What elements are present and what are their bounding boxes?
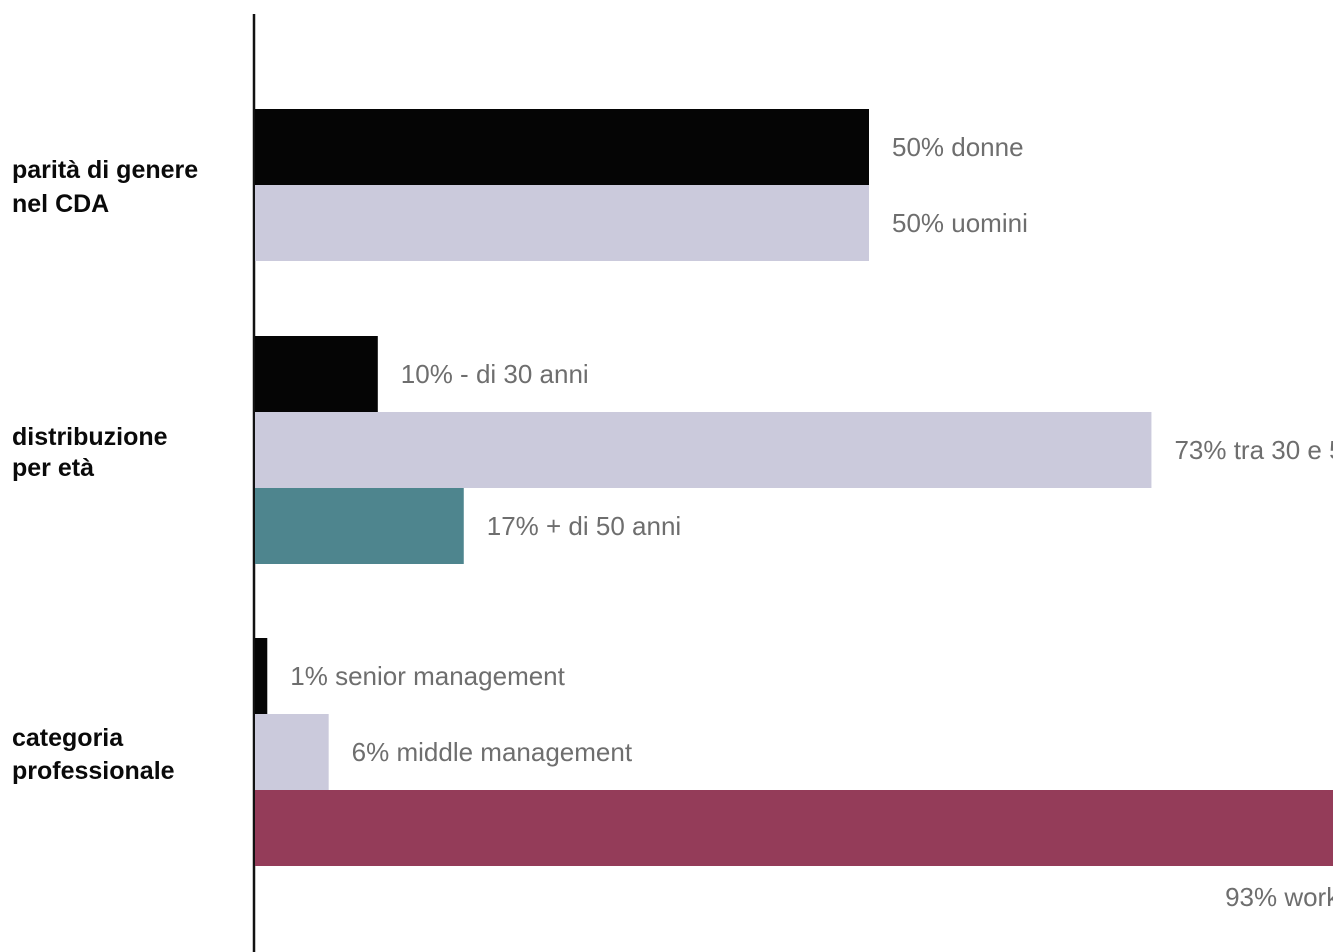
bar (255, 488, 464, 564)
bar (255, 714, 329, 790)
group-label-line: per età (12, 454, 94, 482)
bar (255, 638, 268, 714)
group-label-line: parità di genere (12, 156, 198, 184)
bar-value-label: 6% middle management (352, 737, 633, 767)
bar-value-label: 17% + di 50 anni (487, 511, 681, 541)
group-label-line: distribuzione (12, 423, 168, 451)
bar (255, 412, 1152, 488)
group-label-line: categoria (12, 724, 124, 752)
bar (255, 109, 869, 185)
bar-value-label: 73% tra 30 e 50 anni (1174, 435, 1333, 465)
bar (255, 336, 378, 412)
bar-value-label: 93% workforce (1225, 882, 1333, 912)
bar (255, 790, 1333, 866)
bar-value-label: 10% - di 30 anni (401, 359, 589, 389)
group-label-line: nel CDA (12, 190, 109, 218)
bar (255, 185, 869, 261)
bar-value-label: 50% donne (892, 132, 1024, 162)
bar-value-label: 1% senior management (290, 661, 565, 691)
group-label-line: professionale (12, 757, 175, 785)
bar-value-label: 50% uomini (892, 208, 1028, 238)
